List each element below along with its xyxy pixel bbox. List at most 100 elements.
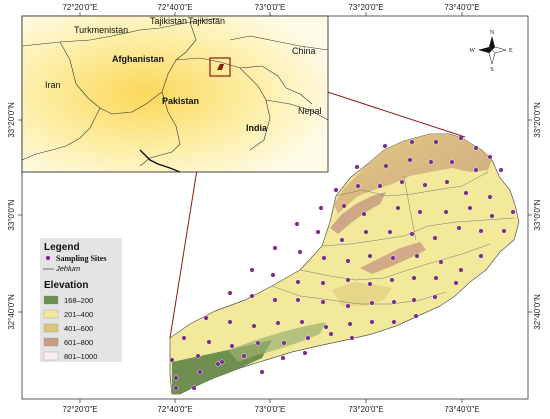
sampling-site — [510, 209, 516, 215]
left-axis-label: 33°20'0"N — [7, 102, 16, 138]
sampling-site — [487, 194, 493, 200]
sampling-site — [227, 290, 233, 296]
left-axis-label: 33°0'0"N — [7, 199, 16, 230]
sampling-site — [443, 209, 449, 215]
sampling-site — [453, 280, 459, 286]
sampling-site — [299, 319, 305, 325]
sampling-site — [363, 229, 369, 235]
compass-e-label: E — [509, 48, 513, 54]
sampling-sites-layer — [169, 135, 516, 391]
sampling-site — [390, 255, 396, 261]
sampling-site — [361, 211, 367, 217]
sampling-site — [382, 143, 388, 149]
sampling-site — [275, 320, 281, 326]
legend: Legend Sampling Sites Jehlum Elevation 1… — [40, 238, 122, 362]
sampling-site — [315, 229, 321, 235]
inset-study-area-box — [209, 57, 231, 77]
inset-frame — [21, 15, 329, 173]
sampling-site — [281, 340, 287, 346]
sampling-site — [383, 163, 389, 169]
sampling-site — [428, 159, 434, 165]
bottom-axis-label: 72°40'0"E — [157, 405, 192, 414]
sampling-site — [255, 340, 261, 346]
sampling-site — [501, 228, 507, 234]
sampling-site — [395, 205, 401, 211]
sampling-site — [195, 353, 201, 359]
sampling-site — [341, 203, 347, 209]
sampling-site — [433, 275, 439, 281]
north-arrow: N S E W — [469, 30, 513, 73]
sampling-site — [449, 159, 455, 165]
top-axis-label: 72°40'0"E — [157, 3, 192, 12]
sampling-site — [444, 179, 450, 185]
sampling-site — [367, 281, 373, 287]
compass-s-label: S — [490, 67, 493, 73]
sampling-site — [422, 182, 428, 188]
legend-elev-swatch-4 — [43, 337, 59, 347]
sampling-site — [173, 385, 179, 391]
top-axis-label: 73°0'0"E — [255, 3, 286, 12]
legend-sites-label: Sampling Sites — [56, 254, 106, 263]
sampling-site — [399, 179, 405, 185]
sampling-site — [227, 319, 233, 325]
ridge-strip — [330, 192, 386, 234]
top-axis-labels: 72°20'0"E 72°40'0"E 73°0'0"E 73°20'0"E 7… — [62, 3, 479, 12]
sampling-site — [467, 205, 473, 211]
legend-elev-swatch-3 — [43, 323, 59, 333]
sampling-site — [463, 190, 469, 196]
top-axis-label: 73°20'0"E — [348, 3, 383, 12]
inset-map: Turkmenistan Tajikistan Tajikistan Afgha… — [21, 15, 329, 173]
right-axis-label: 32°40'0"N — [533, 294, 542, 330]
sampling-site — [473, 145, 479, 151]
sampling-site — [354, 164, 360, 170]
left-axis-label: 32°40'0"N — [7, 294, 16, 330]
sampling-site — [272, 297, 278, 303]
sampling-site — [206, 339, 212, 345]
sampling-site — [489, 213, 495, 219]
sampling-site — [367, 253, 373, 259]
legend-site-symbol — [45, 255, 51, 261]
sampling-site — [433, 139, 439, 145]
sampling-site — [197, 369, 203, 375]
inset-country-label: India — [246, 123, 268, 133]
inset-study-area-marker — [217, 64, 224, 70]
left-axis-labels: 33°20'0"N 33°0'0"N 32°40'0"N — [7, 102, 16, 330]
legend-elev-label-4: 601–800 — [64, 338, 93, 347]
inset-borders — [21, 17, 329, 167]
bottom-axis-label: 72°20'0"E — [62, 405, 97, 414]
legend-river-label: Jehlum — [55, 264, 80, 273]
inset-country-label: Afghanistan — [112, 54, 164, 64]
legend-elevation-title: Elevation — [44, 280, 88, 291]
sampling-site — [345, 258, 351, 264]
sampling-site — [369, 300, 375, 306]
legend-elev-label-1: 168–200 — [64, 296, 93, 305]
legend-elev-swatch-1 — [43, 295, 59, 305]
inset-coastline — [139, 149, 181, 173]
sampling-site — [321, 255, 327, 261]
sampling-site — [391, 299, 397, 305]
legend-elev-label-5: 801–1000 — [64, 352, 97, 361]
sampling-site — [458, 267, 464, 273]
right-axis-labels: 33°20'0"N 33°0'0"N 32°40'0"N — [533, 102, 542, 330]
southern-transition — [228, 322, 326, 362]
sampling-site — [411, 275, 417, 281]
sampling-site — [173, 375, 179, 381]
sampling-site — [391, 319, 397, 325]
inset-country-label: Turkmenistan — [74, 25, 128, 35]
sampling-site — [355, 183, 361, 189]
sampling-site — [295, 279, 301, 285]
sampling-site — [432, 294, 438, 300]
inset-country-label: Tajikistan — [188, 16, 225, 26]
sampling-site — [333, 187, 339, 193]
sampling-site — [320, 280, 326, 286]
sampling-site — [270, 272, 276, 278]
legend-elev-swatch-2 — [43, 309, 59, 319]
sampling-site — [498, 167, 504, 173]
graticule-ticks — [18, 12, 532, 403]
sampling-site — [320, 299, 326, 305]
sampling-site — [181, 335, 187, 341]
top-axis-label: 73°40'0"E — [444, 3, 479, 12]
bottom-axis-label: 73°20'0"E — [348, 405, 383, 414]
sampling-site — [345, 303, 351, 309]
sampling-site — [305, 335, 311, 341]
